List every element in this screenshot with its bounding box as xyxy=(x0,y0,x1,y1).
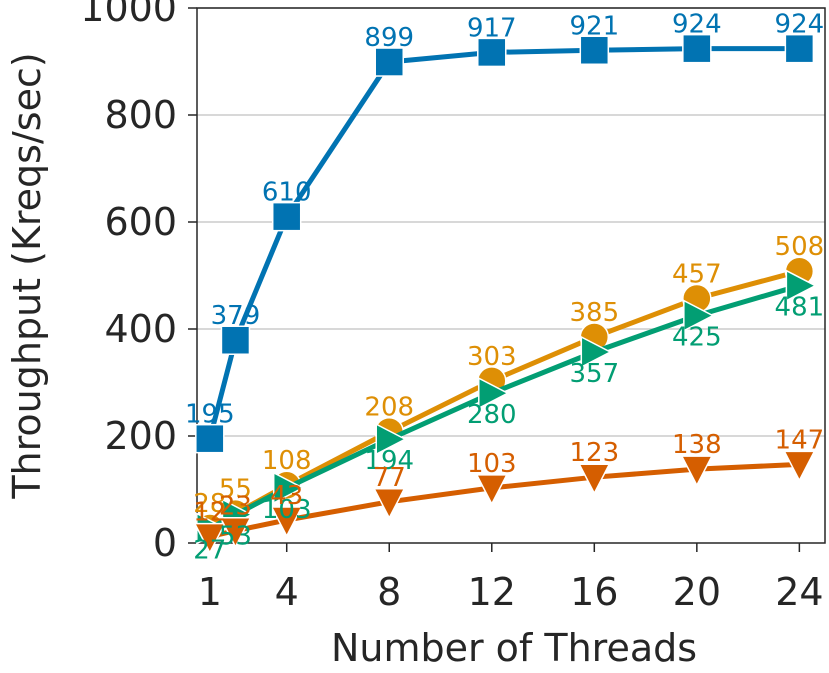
x-tick-label: 4 xyxy=(275,570,299,614)
data-point-marker xyxy=(477,37,507,68)
y-tick-label: 0 xyxy=(153,521,177,565)
x-tick-label: 8 xyxy=(377,570,401,614)
data-label: 53 xyxy=(219,522,252,552)
data-label: 357 xyxy=(569,359,619,389)
data-point-marker xyxy=(785,269,817,302)
data-label: 27 xyxy=(193,536,226,566)
data-label: 123 xyxy=(569,438,619,468)
y-tick-label: 800 xyxy=(104,93,177,137)
data-label: 43 xyxy=(270,481,303,511)
data-point-marker xyxy=(680,455,714,487)
data-point-marker xyxy=(272,471,305,505)
data-point-marker xyxy=(475,474,509,506)
y-tick-label: 600 xyxy=(104,200,177,244)
data-point-marker xyxy=(375,422,407,456)
data-point-marker xyxy=(478,376,510,410)
data-label: 103 xyxy=(467,449,517,479)
x-tick-label: 24 xyxy=(775,570,823,614)
data-label: 194 xyxy=(364,446,414,476)
data-point-marker xyxy=(219,516,252,549)
data-label: 195 xyxy=(185,400,235,430)
data-label: 385 xyxy=(569,298,619,328)
data-point-marker xyxy=(373,488,406,520)
data-point-marker xyxy=(682,33,712,64)
data-label: 108 xyxy=(262,446,312,476)
data-label: 280 xyxy=(467,400,517,430)
y-tick-label: 400 xyxy=(104,307,177,351)
data-point-marker xyxy=(580,335,612,369)
x-axis-title: Number of Threads xyxy=(331,626,697,670)
y-tick-label: 200 xyxy=(104,414,177,458)
data-label: 303 xyxy=(467,342,517,372)
data-label: 481 xyxy=(775,293,825,323)
series-lines xyxy=(193,33,817,555)
series-line xyxy=(207,46,800,440)
data-label: 924 xyxy=(775,10,825,40)
data-label: 28 xyxy=(193,489,226,519)
data-label: 138 xyxy=(672,430,722,460)
data-label: 379 xyxy=(211,301,261,331)
data-point-marker xyxy=(783,450,816,482)
data-label: 23 xyxy=(219,492,252,522)
data-point-marker xyxy=(195,423,225,454)
data-point-marker xyxy=(374,47,404,77)
data-point-marker xyxy=(784,33,815,64)
axes: 0 200 400 600 800 1000 1 4 8 12 16 20 24 xyxy=(80,0,826,614)
data-label: 77 xyxy=(373,463,406,493)
data-point-marker xyxy=(193,522,227,555)
data-point-marker xyxy=(270,506,303,538)
data-label: 12 xyxy=(193,498,226,528)
data-label: 508 xyxy=(775,232,825,262)
data-label: 208 xyxy=(364,393,414,423)
x-tick-label: 20 xyxy=(673,570,721,614)
x-tick-label: 12 xyxy=(468,570,516,614)
data-label: 924 xyxy=(672,10,722,40)
data-point-marker xyxy=(271,201,302,232)
data-label: 917 xyxy=(467,13,517,43)
data-point-marker xyxy=(220,325,251,355)
y-tick-label: 1000 xyxy=(80,0,177,30)
data-label: 103 xyxy=(262,495,312,525)
data-label: 457 xyxy=(672,260,722,290)
data-label: 425 xyxy=(672,323,722,353)
data-label: 899 xyxy=(364,23,414,53)
data-point-marker xyxy=(579,35,610,66)
data-label: 147 xyxy=(775,425,825,455)
data-point-marker xyxy=(683,299,715,332)
x-tick-label: 16 xyxy=(570,570,618,614)
data-label: 55 xyxy=(219,475,252,505)
data-label: 610 xyxy=(262,178,312,208)
y-axis-title: Throughput (Kreqs/sec) xyxy=(5,52,49,499)
data-point-marker xyxy=(578,463,611,495)
x-tick-label: 1 xyxy=(198,570,222,614)
data-label: 921 xyxy=(569,11,619,41)
plot-frame xyxy=(196,7,826,544)
